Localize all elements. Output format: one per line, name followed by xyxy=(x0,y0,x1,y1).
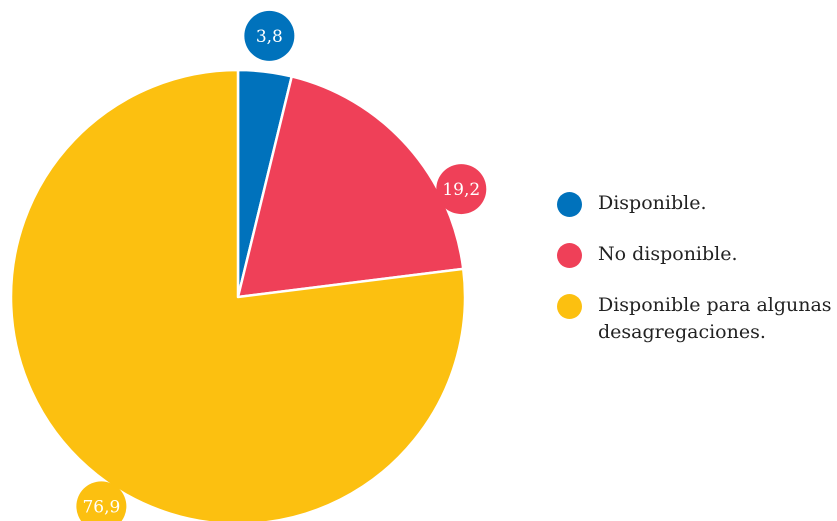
legend-item-no-disponible: No disponible. xyxy=(557,241,837,268)
pie-chart: 3,8 19,2 76,9 xyxy=(9,10,487,521)
legend-label-disponible-algunas: Disponible para algunas desagregaciones. xyxy=(598,294,832,343)
value-bubble-circle-disponible-algunas xyxy=(76,481,127,521)
value-bubble-no-disponible: 19,2 xyxy=(436,164,487,215)
legend-swatch-no-disponible xyxy=(557,243,582,268)
value-bubble-circle-disponible xyxy=(244,10,295,61)
legend-item-disponible-algunas: Disponible para algunas desagregaciones. xyxy=(557,292,837,346)
legend-swatch-disponible xyxy=(557,192,582,217)
value-bubble-disponible-algunas: 76,9 xyxy=(76,481,127,521)
legend: Disponible. No disponible. Disponible pa… xyxy=(557,190,837,370)
value-bubble-circle-no-disponible xyxy=(436,164,487,215)
value-bubble-disponible: 3,8 xyxy=(244,10,295,61)
legend-swatch-disponible-algunas xyxy=(557,294,582,319)
legend-label-no-disponible: No disponible. xyxy=(598,243,738,265)
data-label-disponible-algunas: 76,9 xyxy=(82,497,120,517)
data-label-disponible: 3,8 xyxy=(256,27,283,47)
pie-slice-disponible-algunas xyxy=(9,68,467,521)
pie-slice-no-disponible xyxy=(236,75,465,299)
data-label-no-disponible: 19,2 xyxy=(442,180,480,200)
legend-label-disponible: Disponible. xyxy=(598,192,707,214)
legend-item-disponible: Disponible. xyxy=(557,190,837,217)
